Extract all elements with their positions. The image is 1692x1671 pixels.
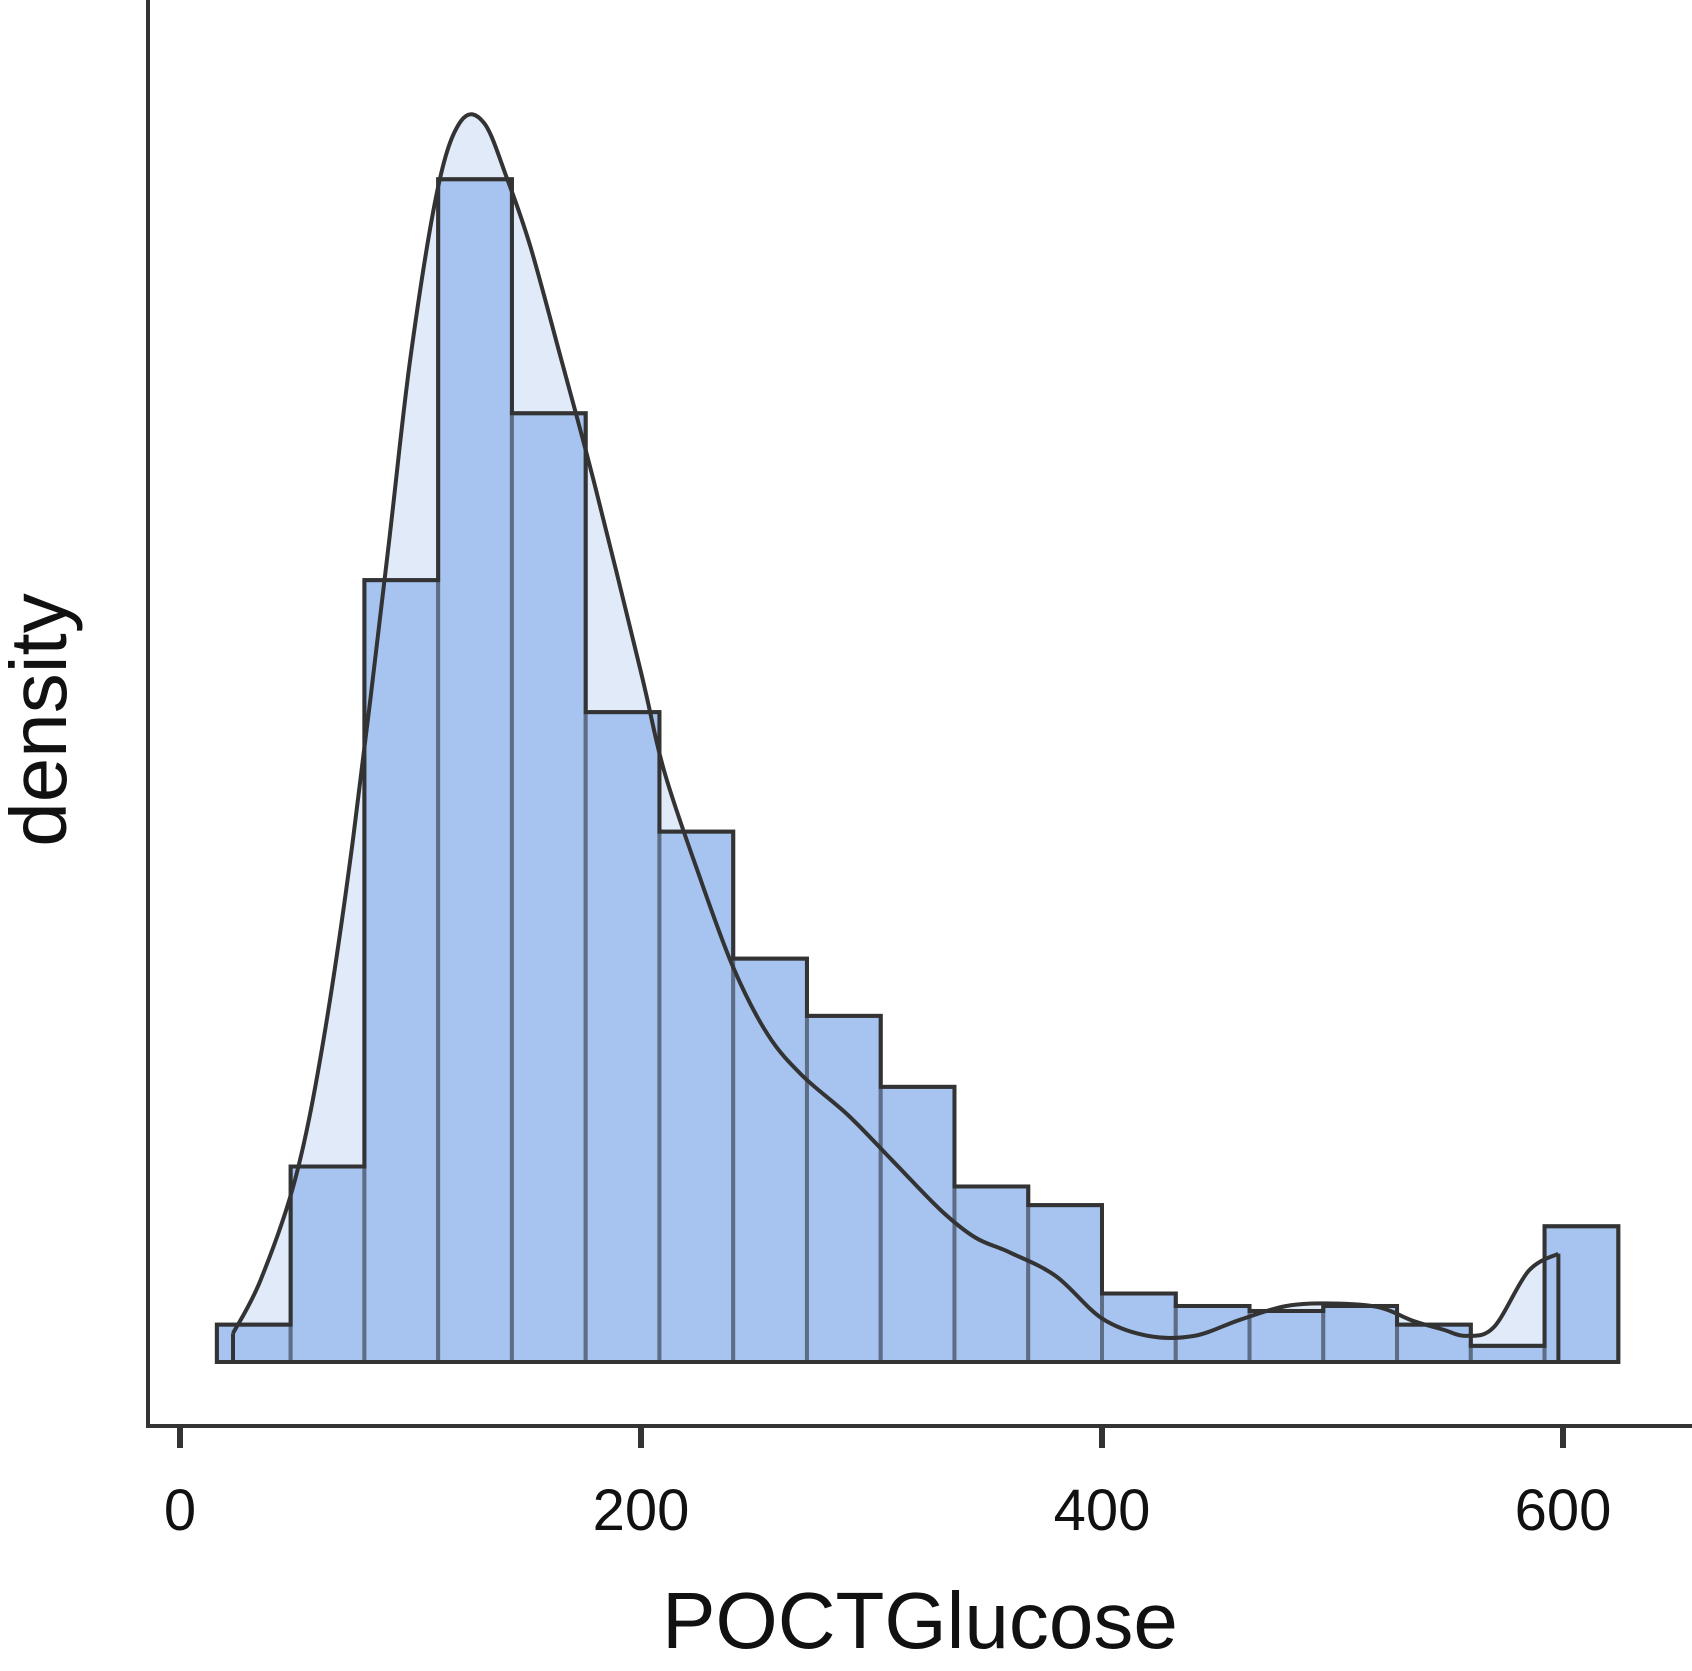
histogram-bar xyxy=(214,1322,293,1365)
y-axis-title: density xyxy=(0,593,83,846)
x-axis-ticks: 0 200 400 600 xyxy=(164,1428,1612,1543)
histogram-bar xyxy=(657,829,736,1364)
x-tick-label: 0 xyxy=(164,1478,196,1543)
histogram-bar xyxy=(952,1184,1031,1364)
x-axis-title: POCTGlucose xyxy=(662,1576,1178,1665)
histogram-bar xyxy=(1100,1291,1178,1365)
histogram-bar xyxy=(1321,1303,1400,1364)
histogram-bar xyxy=(362,578,441,1364)
x-tick-label: 600 xyxy=(1515,1478,1612,1543)
histogram-bar xyxy=(288,1164,367,1365)
histogram-bar xyxy=(1173,1303,1252,1364)
histogram-bar xyxy=(1395,1322,1473,1365)
plot-area xyxy=(214,112,1621,1365)
x-tick-label: 200 xyxy=(593,1478,690,1543)
histogram-bar xyxy=(731,956,809,1364)
density-curve xyxy=(231,112,1560,1340)
histogram-bar xyxy=(1542,1224,1621,1365)
histogram-bar xyxy=(509,411,588,1364)
histogram-bar xyxy=(1247,1308,1326,1364)
histogram-bar xyxy=(804,1013,883,1364)
histogram-bar xyxy=(436,177,514,1364)
histogram-bar xyxy=(583,710,662,1364)
histogram-bar xyxy=(878,1084,957,1364)
x-tick-label: 400 xyxy=(1054,1478,1151,1543)
histogram-bar xyxy=(1468,1343,1547,1364)
